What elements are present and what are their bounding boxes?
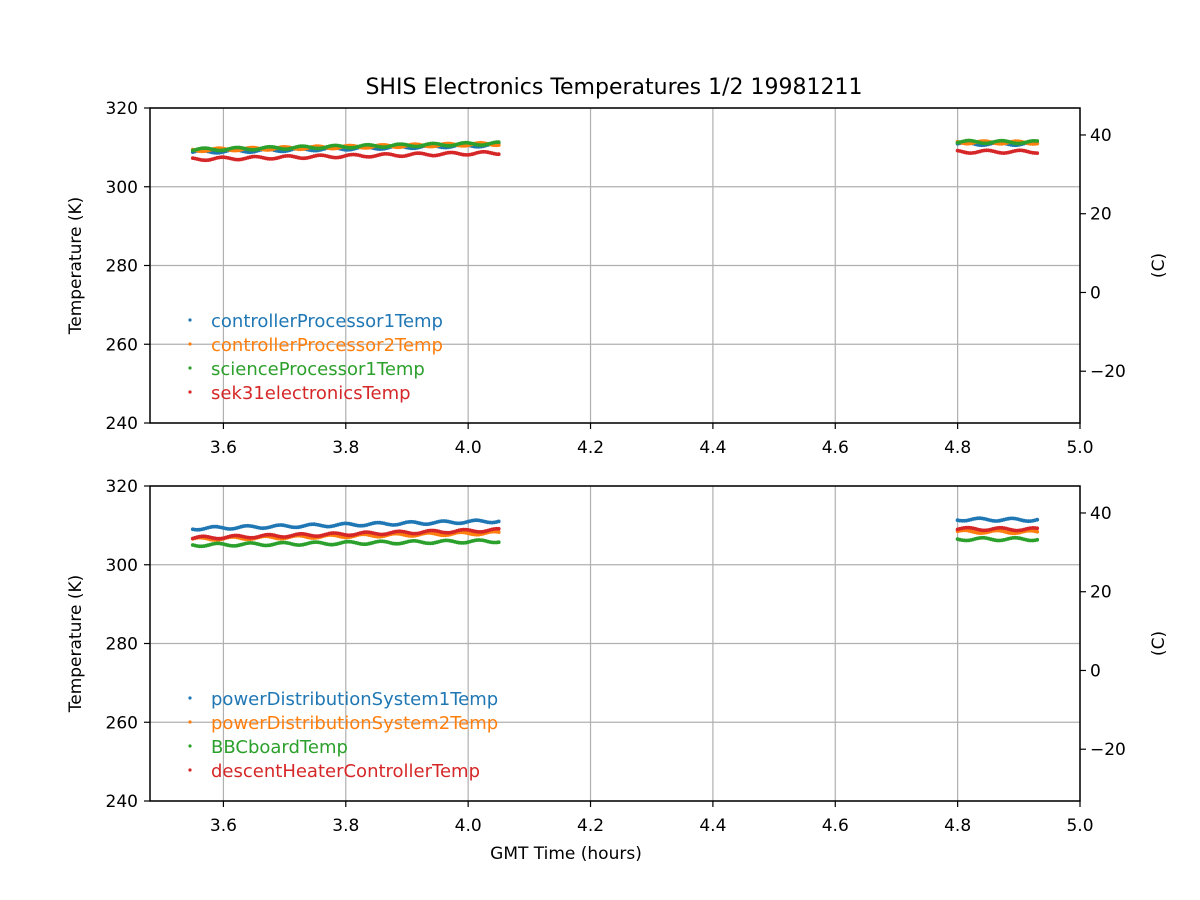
x-tick-label: 4.2 bbox=[577, 438, 604, 458]
legend-label: BBCboardTemp bbox=[211, 737, 348, 758]
y2-tick-label: 0 bbox=[1090, 283, 1101, 303]
data-point bbox=[496, 519, 501, 524]
x-tick-label: 4.2 bbox=[577, 816, 604, 836]
y2-tick-label: 20 bbox=[1090, 583, 1112, 603]
x-tick-label: 4.6 bbox=[822, 438, 849, 458]
y-tick-label: 320 bbox=[106, 99, 138, 119]
legend-label: powerDistributionSystem1Temp bbox=[211, 689, 498, 710]
data-point bbox=[1035, 517, 1040, 522]
legend-marker bbox=[188, 744, 192, 748]
x-tick-label: 3.8 bbox=[332, 438, 359, 458]
data-point bbox=[496, 143, 501, 148]
x-tick-label: 5.0 bbox=[1066, 438, 1093, 458]
data-point bbox=[1035, 139, 1040, 143]
x-tick-label: 4.8 bbox=[944, 438, 971, 458]
y-axis-label: Temperature (K) bbox=[66, 197, 86, 336]
legend-label: powerDistributionSystem2Temp bbox=[211, 713, 498, 734]
x-tick-label: 4.8 bbox=[944, 816, 971, 836]
x-tick-label: 3.8 bbox=[332, 816, 359, 836]
y-tick-label: 260 bbox=[106, 335, 138, 355]
legend-label: controllerProcessor1Temp bbox=[211, 311, 443, 332]
x-tick-label: 5.0 bbox=[1066, 816, 1093, 836]
bottom-panel: 3.6 3.8 4.0 4.2 4.4 4.6 4.8 5.0 240 260 280 300 320 −… bbox=[66, 477, 1169, 864]
data-point bbox=[1035, 537, 1040, 542]
data-point bbox=[496, 526, 501, 531]
series-scienceProcessor1Temp bbox=[190, 138, 1040, 153]
data-point bbox=[496, 530, 501, 534]
y2-tick-label: 20 bbox=[1090, 205, 1112, 225]
x-tick-label: 4.0 bbox=[455, 438, 482, 458]
data-point bbox=[1035, 529, 1040, 534]
y2-tick-label: −20 bbox=[1090, 740, 1126, 760]
data-point bbox=[496, 540, 501, 545]
series-BBCboardTemp bbox=[190, 535, 1040, 549]
x-tick-label: 4.4 bbox=[699, 816, 726, 836]
legend-label: controllerProcessor2Temp bbox=[211, 335, 443, 356]
data-point bbox=[496, 152, 501, 157]
legend: controllerProcessor1Temp controllerProces… bbox=[188, 311, 443, 404]
y2-tick-label: −20 bbox=[1090, 362, 1126, 382]
legend-marker bbox=[188, 720, 192, 724]
legend-label: scienceProcessor1Temp bbox=[211, 359, 425, 380]
y-tick-label: 260 bbox=[106, 713, 138, 733]
series-sek31electronicsTemp bbox=[190, 148, 1040, 163]
x-tick-label: 4.6 bbox=[822, 816, 849, 836]
data-point bbox=[496, 140, 501, 145]
x-tick-label: 3.6 bbox=[210, 438, 237, 458]
y-tick-label: 300 bbox=[106, 556, 138, 576]
data-point bbox=[1035, 151, 1040, 156]
y2-axis-label: (C) bbox=[1149, 631, 1169, 656]
series-descentHeaterControllerTemp bbox=[190, 525, 1040, 541]
y-tick-label: 320 bbox=[106, 477, 138, 497]
y-tick-label: 280 bbox=[106, 635, 138, 655]
legend-marker bbox=[188, 366, 192, 370]
legend-marker bbox=[188, 768, 192, 772]
data-point bbox=[1035, 526, 1040, 531]
legend-marker bbox=[188, 342, 192, 346]
y-tick-label: 300 bbox=[106, 178, 138, 198]
x-tick-label: 4.4 bbox=[699, 438, 726, 458]
legend-label: descentHeaterControllerTemp bbox=[211, 761, 480, 782]
legend-marker bbox=[188, 318, 192, 322]
x-axis-label: GMT Time (hours) bbox=[490, 844, 642, 864]
x-tick-label: 4.0 bbox=[455, 816, 482, 836]
y2-tick-label: 0 bbox=[1090, 661, 1101, 681]
y-tick-label: 240 bbox=[106, 414, 138, 434]
legend: powerDistributionSystem1Temp powerDistrib… bbox=[188, 689, 498, 782]
x-tick-label: 3.6 bbox=[210, 816, 237, 836]
legend-marker bbox=[188, 390, 192, 394]
chart-title: SHIS Electronics Temperatures 1/2 199812… bbox=[365, 75, 862, 100]
y-tick-label: 280 bbox=[106, 257, 138, 277]
y2-tick-label: 40 bbox=[1090, 126, 1112, 146]
y2-axis-label: (C) bbox=[1149, 253, 1169, 278]
top-panel: 3.6 3.8 4.0 4.2 4.4 4.6 4.8 5.0 240 260 280 300 320 −… bbox=[66, 99, 1169, 458]
legend-label: sek31electronicsTemp bbox=[211, 383, 411, 404]
data-point bbox=[1035, 141, 1040, 146]
series-powerDistributionSystem1Temp bbox=[190, 516, 1040, 532]
y2-tick-label: 40 bbox=[1090, 504, 1112, 524]
y-tick-label: 240 bbox=[106, 792, 138, 812]
legend-marker bbox=[188, 696, 192, 700]
y-axis-label: Temperature (K) bbox=[66, 575, 86, 714]
